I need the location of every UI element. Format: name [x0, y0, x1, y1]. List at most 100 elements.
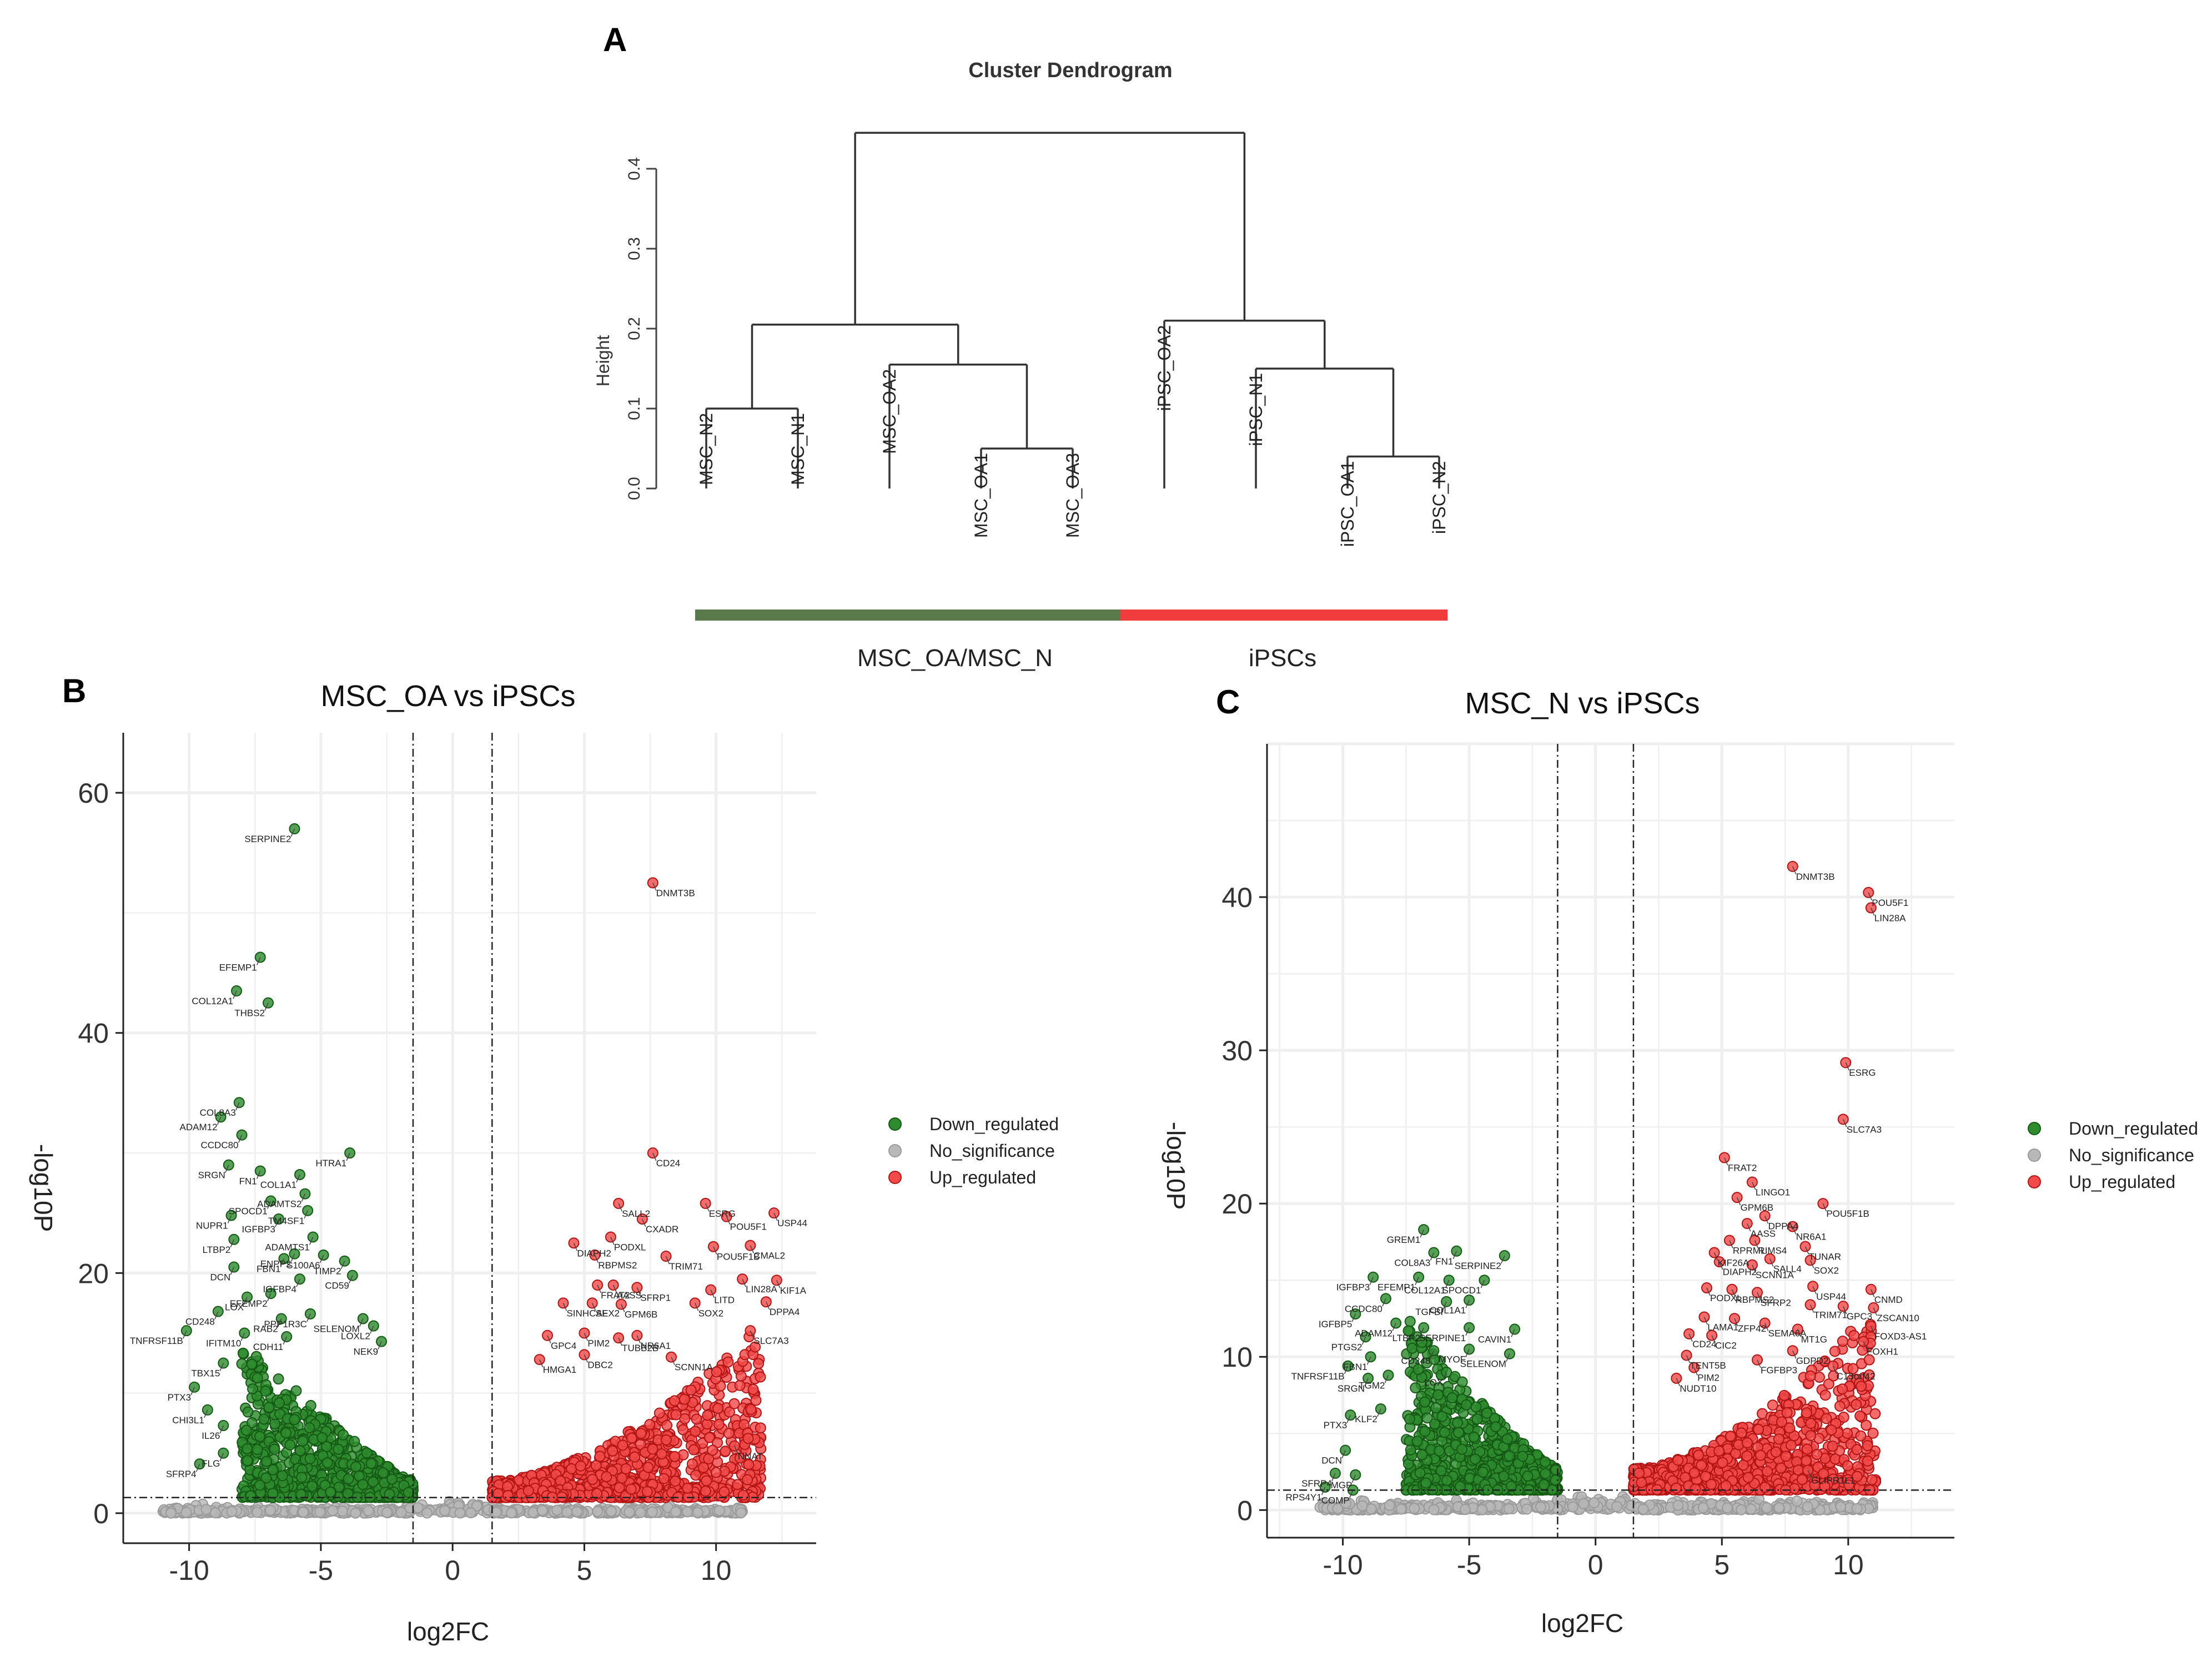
point-ns	[1503, 1503, 1515, 1514]
point-up	[1762, 1465, 1773, 1477]
point-ns	[571, 1506, 583, 1518]
point-up	[1804, 1370, 1816, 1382]
point-ns	[735, 1507, 747, 1519]
point-down	[294, 1445, 306, 1457]
point-up	[668, 1395, 680, 1407]
y-tick-label: 0.0	[625, 477, 644, 500]
y-tick-label: 0.4	[625, 157, 644, 180]
gene-label: HTRA1	[315, 1158, 346, 1169]
gene-label: ADAM12	[180, 1122, 218, 1132]
point-up	[522, 1485, 534, 1497]
panel-letter-a: A	[603, 21, 627, 58]
leaf-label: iPSC_N2	[1429, 461, 1449, 534]
gene-label: GPC4	[551, 1341, 576, 1351]
point-up	[707, 1444, 718, 1456]
gene-label: COL12A1	[192, 996, 233, 1006]
y-tick-label: 0.1	[625, 397, 644, 420]
point-up	[1688, 1467, 1700, 1479]
legend-label: Down_regulated	[929, 1114, 1059, 1134]
point-up	[1717, 1457, 1728, 1468]
gene-label: SPOCD1	[229, 1206, 268, 1217]
point-down	[365, 1458, 377, 1469]
gene-label: COL1A1	[260, 1180, 296, 1190]
point-up	[1848, 1329, 1860, 1341]
point-up	[607, 1445, 619, 1457]
volcano-plot-b: MSC_OA vs iPSCs log2FC -log10P SERPINE2E…	[29, 679, 1059, 1646]
legend-marker	[888, 1117, 902, 1131]
point-down	[321, 1457, 333, 1469]
volcano-b-legend: Down_regulatedNo_significanceUp_regulate…	[888, 1114, 1059, 1187]
point-up	[1805, 1430, 1817, 1442]
point-up	[755, 1422, 766, 1434]
point-up	[1819, 1389, 1831, 1401]
point-ns	[536, 1505, 548, 1517]
point-up	[642, 1462, 654, 1473]
point-up	[750, 1394, 762, 1406]
point-ns	[561, 1507, 573, 1518]
point-up	[587, 1474, 599, 1485]
point-up	[690, 1469, 702, 1481]
dendrogram-panel: Cluster Dendrogram Height 0.00.10.20.30.…	[593, 59, 1449, 672]
point-down	[386, 1473, 398, 1485]
volcano-c-title: MSC_N vs iPSCs	[1465, 687, 1700, 720]
point-up	[626, 1432, 637, 1444]
point-up	[1842, 1460, 1853, 1472]
point-up	[1778, 1389, 1790, 1401]
point-down	[269, 1443, 280, 1455]
point-up	[669, 1450, 681, 1462]
point-up	[682, 1482, 693, 1494]
point-up	[1826, 1424, 1837, 1436]
point-ns	[1745, 1503, 1757, 1515]
point-up	[1813, 1372, 1825, 1383]
y-tick-label: 0.2	[625, 317, 644, 340]
y-tick-label: 60	[78, 778, 109, 809]
point-down	[242, 1443, 253, 1454]
point-down	[325, 1487, 336, 1498]
point-up	[616, 1472, 628, 1484]
point-ns	[1773, 1502, 1785, 1513]
point-ns	[670, 1506, 681, 1518]
point-up	[701, 1475, 712, 1487]
point-up	[1837, 1383, 1848, 1395]
point-up	[1725, 1431, 1736, 1442]
legend-marker	[888, 1171, 902, 1184]
point-up	[670, 1475, 681, 1487]
point-up	[1827, 1441, 1838, 1452]
gene-label: EFEMP1	[219, 962, 257, 973]
point-up	[712, 1403, 724, 1414]
gene-label: KIF1A	[780, 1285, 807, 1296]
point-down	[297, 1436, 309, 1447]
point-up	[1690, 1483, 1701, 1495]
point-up	[718, 1486, 730, 1498]
gene-label: SOX2	[698, 1308, 723, 1318]
point-ns	[1736, 1504, 1747, 1515]
point-up	[1742, 1472, 1754, 1483]
point-down	[343, 1473, 354, 1484]
point-ns	[592, 1505, 604, 1517]
point-ns	[180, 1507, 192, 1518]
point-down	[237, 1347, 249, 1359]
point-up	[1755, 1449, 1767, 1461]
point-up	[1776, 1416, 1787, 1428]
leaf-label: iPSC_OA2	[1154, 325, 1174, 411]
y-tick-label: 0.3	[625, 237, 644, 260]
gene-label: SFRP4	[166, 1469, 197, 1479]
gene-label: DNMT3B	[656, 888, 695, 898]
point-ns	[647, 1506, 658, 1518]
leaf-label: iPSC_OA1	[1338, 461, 1358, 547]
point-up	[734, 1379, 746, 1391]
point-up	[753, 1358, 765, 1369]
point-up	[697, 1462, 709, 1473]
leaf-label: iPSC_N1	[1246, 373, 1266, 446]
point-down	[254, 1479, 265, 1491]
point-down	[254, 1431, 266, 1442]
point-up	[656, 1448, 667, 1460]
gene-label: CMAL2	[753, 1251, 785, 1261]
point-up	[1801, 1407, 1812, 1419]
dendrogram-y-label: Height	[593, 335, 613, 387]
point-up	[742, 1433, 754, 1444]
point-up	[566, 1463, 577, 1474]
leaf-label: MSC_OA2	[879, 369, 899, 454]
point-down	[333, 1443, 344, 1455]
